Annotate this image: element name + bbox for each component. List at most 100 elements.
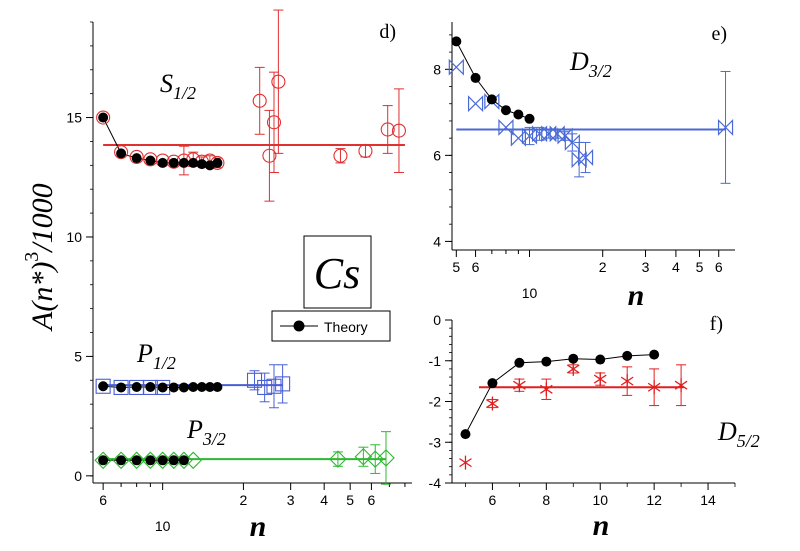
x-axis-label: n (250, 510, 267, 543)
y-tick-label: 4 (433, 233, 441, 249)
y-axis-label-sup: 3 (21, 252, 43, 262)
data-point (94, 451, 112, 470)
theory-point (622, 350, 633, 361)
theory-point (116, 455, 127, 466)
theory-point (541, 356, 552, 367)
data-point (467, 95, 484, 113)
theory-point (204, 381, 215, 392)
series-label-main: P (186, 415, 203, 444)
theory-point (178, 455, 189, 466)
data-point (647, 380, 661, 395)
theory-point (116, 148, 127, 159)
theory-point (116, 382, 127, 393)
series-S1-2 (96, 9, 407, 202)
data-point (262, 148, 277, 163)
legend-label: Theory (324, 319, 368, 335)
theory-point (131, 153, 142, 164)
panel-f: 0 -1 -2 -3 -4 6 8 10 12 14 f) n D5/2 (429, 312, 760, 542)
theory-point (487, 378, 498, 389)
series-label: S1/2 (160, 69, 196, 103)
theory-point (157, 382, 168, 393)
data-point (486, 396, 499, 411)
data-point (129, 149, 144, 165)
x-axis-label: n (593, 509, 610, 542)
series-label-sub: 1/2 (173, 83, 196, 103)
theory-point (178, 157, 189, 168)
series-label-sub: 3/2 (202, 429, 226, 449)
x-tick-label: 2 (599, 259, 607, 275)
y-tick-label: 8 (433, 61, 441, 77)
theory-point (168, 157, 179, 168)
data-point (577, 149, 594, 166)
theory-point (188, 381, 199, 392)
x-tick-label: 5 (696, 259, 704, 275)
series-P1-2 (95, 364, 291, 409)
data-point (459, 455, 472, 470)
theory-point (196, 159, 207, 170)
series-P3-2 (94, 431, 395, 485)
y-tick-label: 0 (74, 468, 82, 484)
x-axis-label: n (628, 279, 645, 312)
x-tick-label: 6 (489, 492, 497, 508)
theory-point (460, 429, 471, 440)
x-tick-label: 3 (287, 492, 295, 508)
x-tick-label: 4 (320, 492, 328, 508)
panel-label: f) (710, 313, 723, 335)
data-point (564, 134, 580, 151)
data-point (380, 122, 395, 137)
y-axis-label: A(n*)3/1000 (21, 183, 59, 332)
data-point (141, 451, 160, 470)
theory-point (595, 354, 606, 365)
data-point (566, 361, 580, 376)
theory-point (524, 113, 535, 124)
panel-label: d) (379, 21, 396, 43)
data-point (95, 378, 111, 394)
series-label-main: S (160, 69, 173, 98)
series-label: P1/2 (136, 339, 176, 373)
theory-point (157, 455, 168, 466)
theory-point (451, 36, 462, 47)
x-tick-label: 2 (240, 492, 248, 508)
series-label-sub: 5/2 (737, 431, 760, 451)
y-axis-label-tail: /1000 (26, 183, 59, 253)
x-tick-label: 10 (522, 285, 538, 301)
x-tick-label: 3 (642, 259, 650, 275)
theory-point (131, 455, 142, 466)
theory-point (204, 160, 215, 171)
theory-point (196, 381, 207, 392)
theory-point (212, 381, 223, 392)
theory-point (157, 157, 168, 168)
theory-point (145, 381, 156, 392)
x-tick-label: 4 (672, 259, 680, 275)
data-point (266, 378, 282, 394)
theory-point (470, 72, 481, 83)
x-tick-label: 10 (155, 518, 171, 534)
element-label: Cs (314, 249, 360, 298)
data-point (175, 451, 193, 470)
theory-point (98, 112, 109, 123)
theory-point (513, 109, 524, 120)
y-tick-label: 6 (433, 147, 441, 163)
series-label-sub: 1/2 (153, 353, 176, 373)
y-axis-label-main: A(n*) (26, 262, 59, 332)
data-point (333, 148, 348, 163)
theory-point (168, 455, 179, 466)
x-tick-label: 6 (715, 259, 723, 275)
data-point (252, 93, 267, 108)
theory-line (455, 41, 530, 120)
data-point (498, 118, 514, 136)
data-point (549, 125, 565, 143)
panel-label: e) (711, 23, 727, 45)
data-point (127, 451, 146, 470)
y-tick-label: -2 (429, 394, 442, 410)
data-point (112, 451, 130, 470)
y-tick-label: 15 (66, 110, 82, 126)
data-point (142, 379, 158, 396)
x-tick-label: 5 (346, 492, 354, 508)
data-point (266, 115, 282, 130)
data-point (329, 450, 347, 468)
legend-marker (293, 320, 305, 332)
data-point (257, 379, 273, 396)
y-tick-label: -1 (429, 353, 442, 369)
